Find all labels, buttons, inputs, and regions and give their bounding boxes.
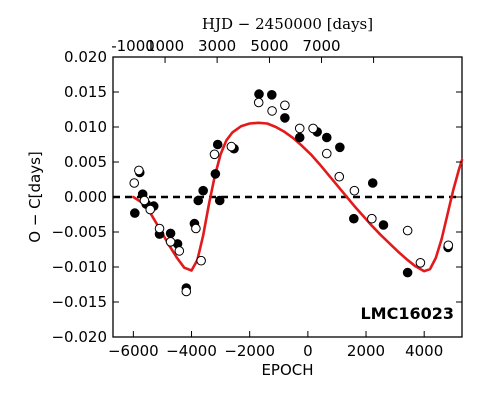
open-data-point (134, 165, 144, 176)
open-data-point (334, 171, 345, 182)
open-data-point (402, 225, 413, 236)
filled-data-point (165, 228, 176, 239)
model-curve (132, 121, 464, 273)
open-data-point (154, 223, 165, 234)
y-tick-label: −0.020 (51, 328, 107, 346)
open-data-point (191, 223, 201, 234)
y-tick-label: 0.020 (64, 48, 107, 66)
filled-data-point (335, 142, 345, 153)
y-tick-label: 0.005 (64, 153, 107, 171)
open-data-point (129, 178, 140, 188)
open-data-point (174, 246, 185, 256)
open-data-point (181, 286, 192, 297)
star-id-annotation: LMC16023 (360, 304, 454, 323)
open-data-point (443, 240, 454, 251)
filled-data-point (210, 169, 221, 179)
y-axis-title: O − C[days] (26, 151, 44, 243)
open-data-point (145, 204, 156, 215)
data-points-group (129, 89, 454, 297)
filled-data-point (294, 132, 305, 143)
open-data-point (226, 141, 237, 152)
open-data-point (321, 148, 332, 159)
x-tick-label: −4000 (166, 342, 217, 360)
x-tick-label: 2000 (347, 342, 385, 360)
top-tick-label: 1000 (146, 37, 184, 55)
filled-data-point (378, 220, 389, 230)
top-tick-label: 3000 (198, 37, 236, 55)
open-data-point (139, 195, 150, 206)
open-data-point (196, 255, 206, 266)
y-tick-label: 0.000 (64, 188, 107, 206)
x-tick-label: 0 (303, 342, 313, 360)
filled-data-point (212, 139, 223, 150)
x-tick-label: 4000 (405, 342, 443, 360)
open-data-point (209, 149, 220, 160)
filled-data-point (321, 132, 332, 143)
open-data-point (165, 237, 176, 247)
x-axis-title: EPOCH (261, 361, 313, 379)
y-axis-ticks: −0.020 −0.015 −0.010 −0.005 0.000 0.005 0.010 0… (51, 48, 462, 346)
y-tick-label: −0.010 (51, 258, 107, 276)
open-data-point (253, 97, 264, 108)
filled-data-point (198, 185, 208, 196)
open-data-point (280, 100, 290, 111)
filled-data-point (254, 89, 264, 99)
filled-data-point (349, 213, 359, 224)
filled-data-point (130, 208, 140, 218)
open-data-point (415, 258, 426, 268)
model-curve-group (132, 121, 464, 273)
x-tick-label: −2000 (224, 342, 275, 360)
y-tick-label: −0.015 (51, 293, 107, 311)
top-tick-label: 5000 (250, 37, 288, 55)
filled-data-point (193, 195, 204, 206)
filled-data-point (402, 267, 413, 278)
filled-data-point (266, 90, 277, 100)
y-tick-label: −0.005 (51, 223, 107, 241)
x-axis-ticks: −6000 −4000 −2000 0 2000 4000 (108, 331, 443, 360)
open-data-point (267, 106, 277, 116)
filled-data-point (214, 195, 225, 206)
top-axis-title: HJD − 2450000 [days] (202, 15, 373, 33)
open-data-point (367, 213, 377, 224)
open-data-point (349, 185, 360, 196)
filled-data-point (367, 178, 378, 188)
filled-data-point (280, 113, 290, 123)
open-data-point (308, 123, 318, 134)
open-data-point (294, 123, 305, 134)
top-tick-label: 7000 (302, 37, 340, 55)
y-tick-label: 0.015 (64, 83, 107, 101)
x-tick-label: −6000 (108, 342, 159, 360)
y-tick-label: 0.010 (64, 118, 107, 136)
top-tick-label: -1000 (111, 37, 155, 55)
